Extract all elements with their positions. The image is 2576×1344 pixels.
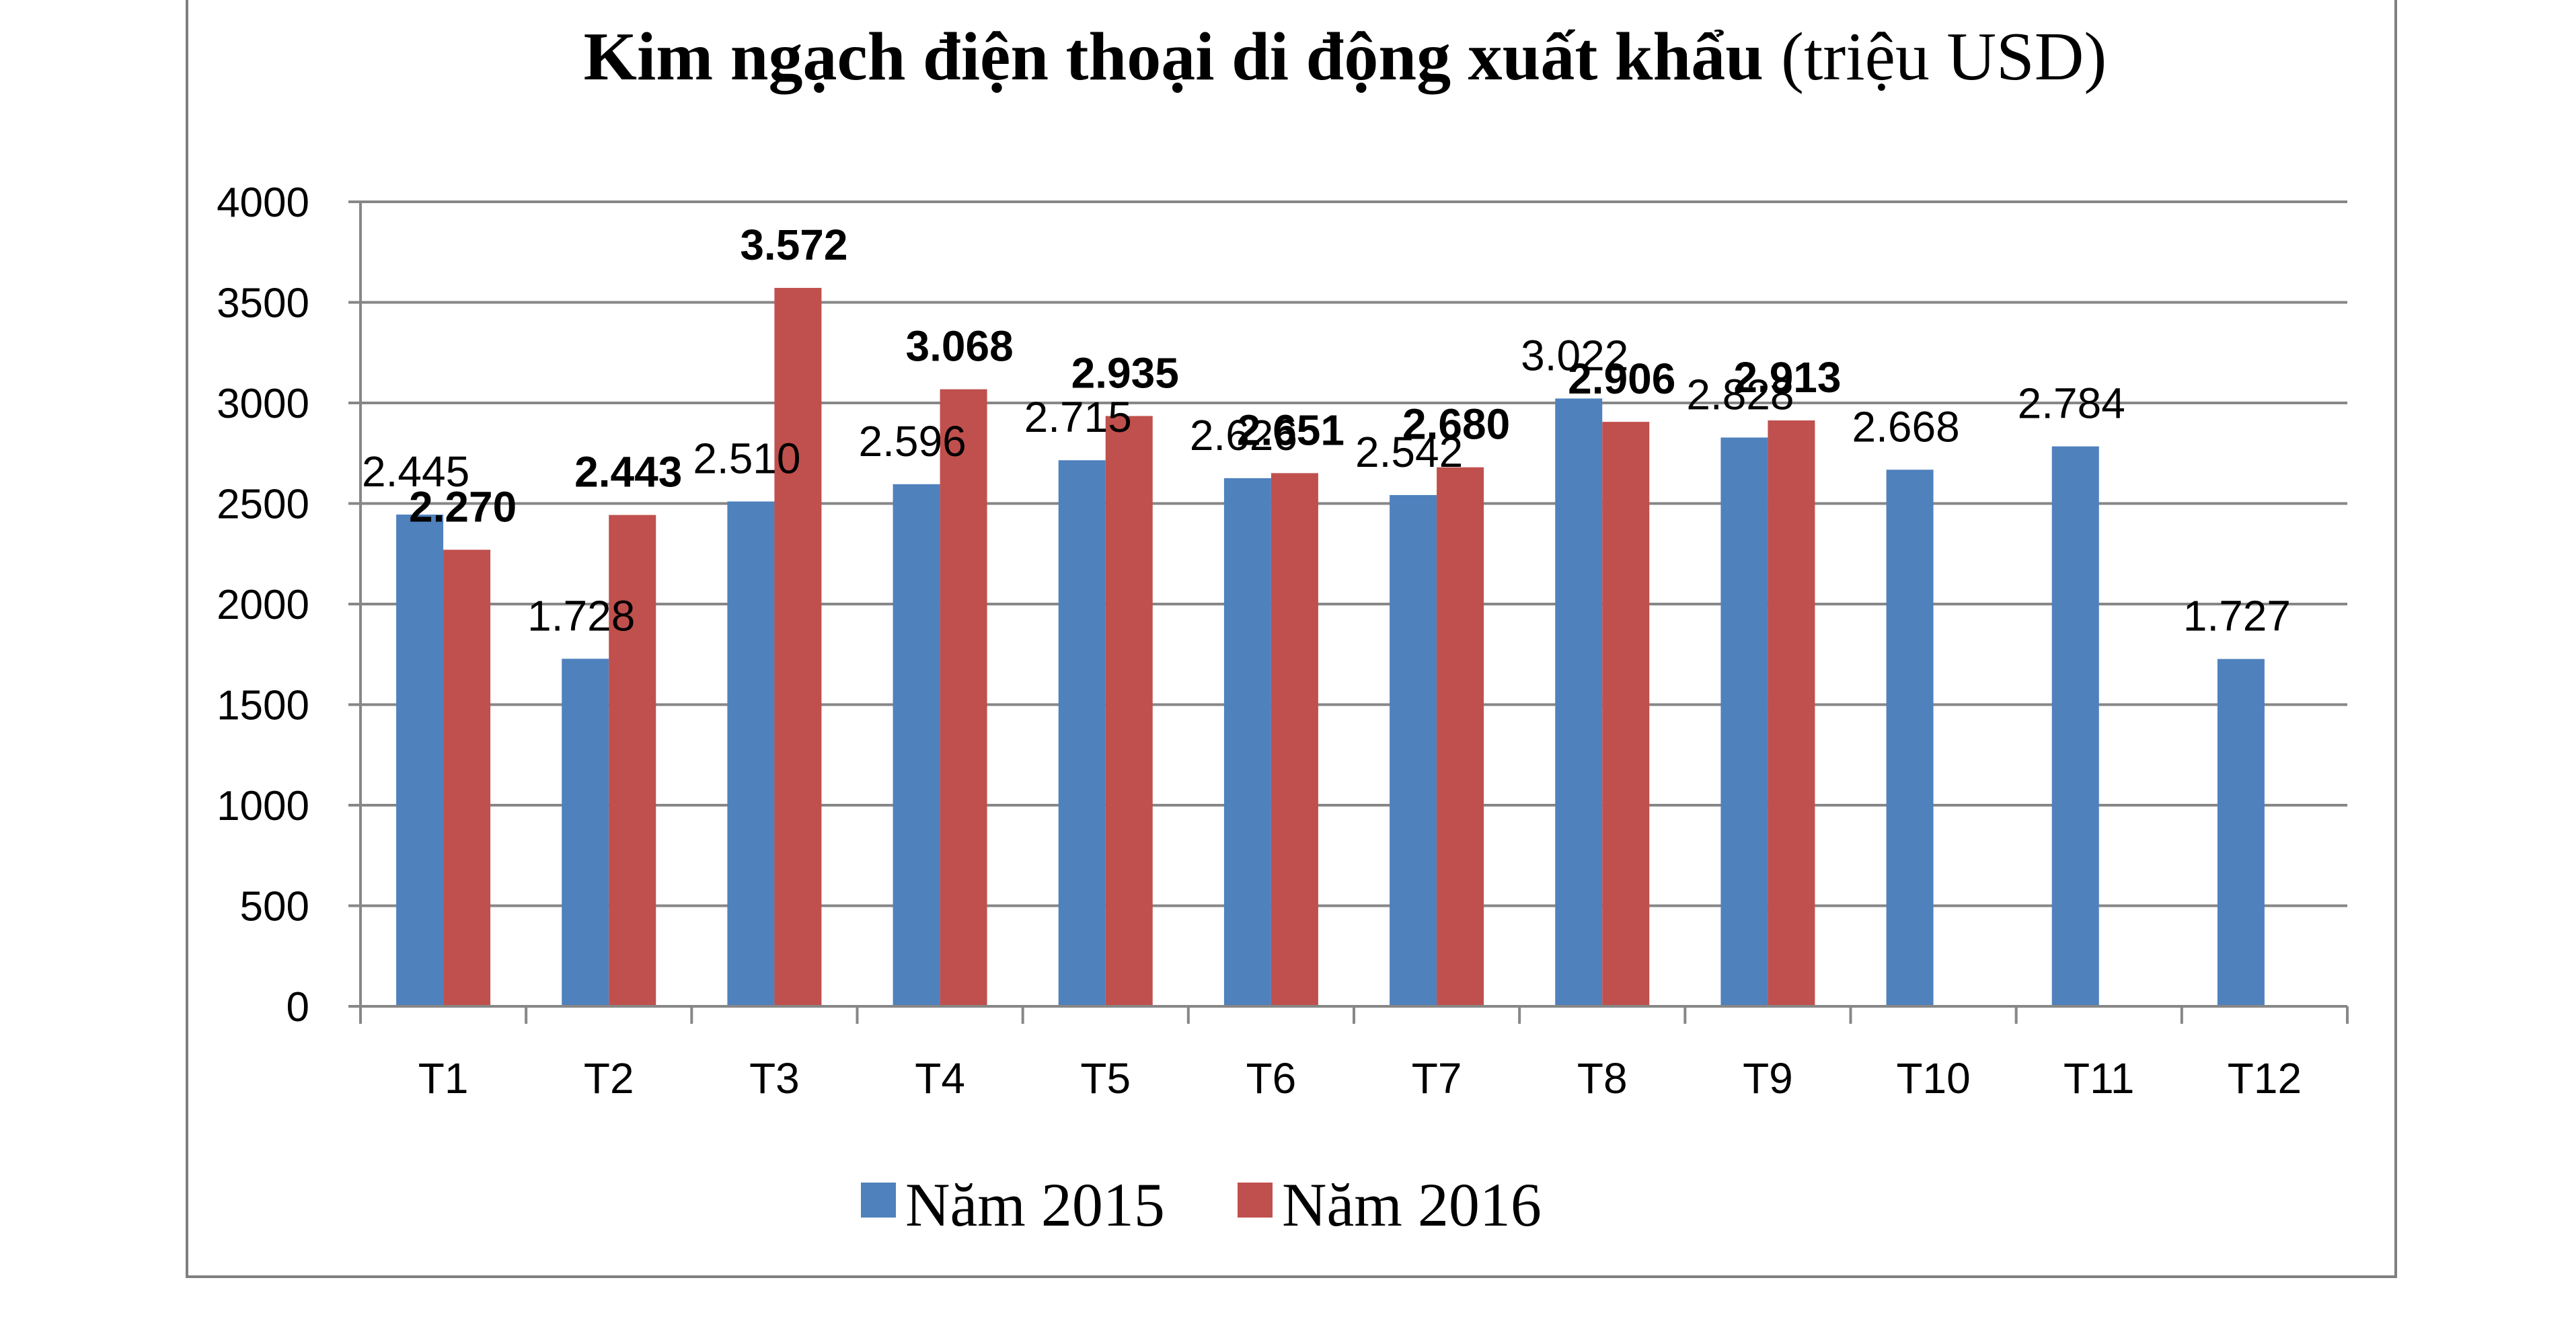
data-label-2015-T7: 2.542 [1355, 428, 1463, 476]
y-tick-label-2000: 2000 [217, 582, 309, 628]
y-tick-label-500: 500 [240, 884, 309, 930]
chart-title: Kim ngạch điện thoại di động xuất khẩu (… [584, 19, 2107, 95]
data-label-2016-T5: 2.935 [1071, 348, 1179, 397]
bar-2015-T12 [2217, 659, 2265, 1006]
y-tick-label-3000: 3000 [217, 381, 309, 427]
bar-2016-T2 [609, 515, 656, 1006]
data-label-2016-T1: 2.270 [409, 482, 517, 531]
chart-title-main: Kim ngạch điện thoại di động xuất khẩu [584, 19, 1764, 95]
chart-title-unit: (triệu USD) [1781, 19, 2107, 95]
bars [396, 287, 2265, 1007]
bar-2015-T6 [1223, 478, 1271, 1006]
data-label-2015-T3: 2.510 [693, 435, 800, 483]
bar-2016-T9 [1768, 420, 1815, 1006]
y-tick-label-1500: 1500 [217, 683, 309, 729]
y-tick-label-4000: 4000 [217, 180, 309, 226]
x-tick-label-T7: T7 [1412, 1054, 1462, 1103]
x-tick-label-T2: T2 [584, 1054, 634, 1103]
x-tick-label-T9: T9 [1743, 1054, 1793, 1103]
y-axis-ticks: 0 500 1000 1500 2000 2500 3000 3500 4000 [217, 180, 362, 1031]
data-label-2015-T8: 3.022 [1521, 331, 1628, 379]
data-label-2016-T9: 2.913 [1733, 353, 1841, 402]
bar-2016-T3 [774, 287, 822, 1007]
bar-2015-T3 [727, 501, 775, 1006]
data-label-2016-T8: 2.906 [1568, 354, 1675, 403]
bar-2016-T4 [940, 389, 987, 1006]
bar-2015-T1 [396, 514, 444, 1006]
x-tick-label-T11: T11 [2063, 1054, 2135, 1103]
bar-2015-T5 [1058, 460, 1106, 1006]
data-label-2016-T6: 2.651 [1237, 406, 1344, 454]
data-label-2015-T9: 2.828 [1686, 370, 1794, 418]
bar-2016-T7 [1437, 467, 1484, 1006]
data-label-2015-T2: 1.728 [527, 591, 635, 640]
x-tick-label-T8: T8 [1577, 1054, 1628, 1103]
x-tick-label-T3: T3 [749, 1054, 800, 1103]
x-tick-label-T10: T10 [1896, 1054, 1970, 1103]
x-tick-label-T4: T4 [915, 1054, 965, 1103]
x-axis-ticks: T1 T2 T3 T4 T5 T6 T7 T8 T9 T10 T11 T12 [418, 1054, 2302, 1103]
bar-2016-T1 [443, 550, 491, 1006]
bar-2016-T6 [1271, 473, 1318, 1006]
data-label-2015-T6: 2.626 [1190, 411, 1297, 459]
data-label-2015-T4: 2.596 [859, 417, 967, 465]
x-tick-label-T5: T5 [1080, 1054, 1131, 1103]
data-label-2016-T4: 3.068 [906, 322, 1014, 371]
data-label-2016-T7: 2.680 [1402, 400, 1510, 449]
legend-label-1: Năm 2016 [1282, 1170, 1542, 1239]
y-tick-label-1000: 1000 [217, 783, 309, 829]
bar-2016-T8 [1602, 422, 1650, 1006]
data-label-2015-T10: 2.668 [1852, 402, 1960, 451]
data-label-2016-T2: 2.443 [574, 448, 682, 496]
bar-2015-T4 [893, 484, 940, 1006]
bar-2015-T10 [1886, 470, 1934, 1006]
x-tick-label-T12: T12 [2228, 1054, 2302, 1103]
bar-2015-T9 [1720, 437, 1768, 1006]
legend-swatch-0 [861, 1183, 896, 1218]
legend: Năm 2015 Năm 2016 [861, 1170, 1542, 1239]
data-label-2015-T12: 1.727 [2183, 592, 2291, 640]
bar-2015-T7 [1390, 494, 1437, 1006]
bar-2015-T11 [2051, 446, 2099, 1006]
data-label-2016-T3: 3.572 [740, 221, 847, 269]
x-tick-label-T1: T1 [418, 1054, 469, 1103]
y-tick-label-2500: 2500 [217, 482, 309, 528]
bar-2015-T8 [1555, 398, 1603, 1006]
gridlines [361, 200, 2347, 907]
legend-label-0: Năm 2015 [905, 1170, 1165, 1239]
y-tick-label-0: 0 [287, 984, 309, 1031]
bar-2015-T2 [562, 659, 609, 1006]
data-label-2015-T5: 2.715 [1024, 393, 1132, 441]
bar-2016-T5 [1105, 416, 1153, 1006]
data-label-2015-T1: 2.445 [362, 447, 469, 496]
legend-swatch-1 [1238, 1183, 1273, 1218]
x-axis [348, 1005, 2349, 1024]
data-label-2015-T11: 2.784 [2018, 379, 2125, 428]
x-tick-label-T6: T6 [1246, 1054, 1297, 1103]
y-tick-label-3500: 3500 [217, 281, 309, 327]
